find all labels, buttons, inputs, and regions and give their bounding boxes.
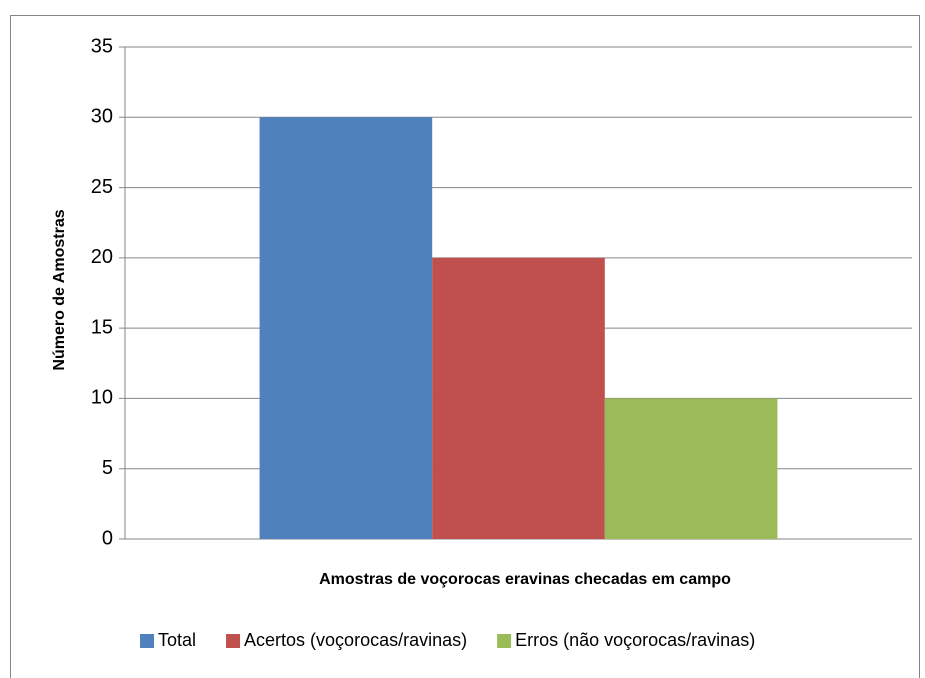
y-tick-label: 15 bbox=[91, 316, 113, 338]
bar bbox=[432, 257, 605, 539]
y-tick-label: 30 bbox=[91, 106, 113, 128]
y-tick-label: 35 bbox=[91, 35, 113, 57]
y-tick-label: 5 bbox=[102, 457, 113, 479]
bar bbox=[604, 398, 778, 539]
y-axis-title: Número de Amostras bbox=[51, 209, 68, 370]
legend-swatch bbox=[497, 634, 512, 648]
legend-label: Acertos (voçorocas/ravinas) bbox=[244, 630, 467, 650]
y-tick-label: 10 bbox=[91, 387, 113, 409]
y-tick-label: 25 bbox=[91, 176, 113, 198]
y-tick-label: 0 bbox=[102, 527, 113, 549]
x-axis-title: Amostras de voçorocas eravinas checadas … bbox=[319, 571, 731, 588]
legend-swatch bbox=[226, 634, 241, 648]
y-tick-label: 20 bbox=[91, 246, 113, 268]
bar bbox=[259, 117, 433, 540]
legend-label: Erros (não voçorocas/ravinas) bbox=[515, 630, 755, 650]
legend-swatch bbox=[140, 634, 154, 648]
legend-label: Total bbox=[158, 630, 196, 650]
